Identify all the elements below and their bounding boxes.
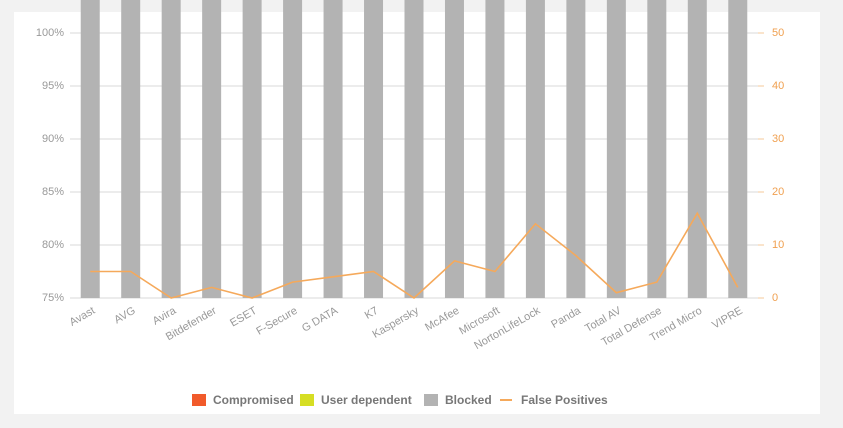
bar-segment [404, 0, 424, 298]
bar-segment [485, 0, 505, 298]
bar-segment [323, 0, 343, 298]
y-tick-label: 90% [42, 133, 64, 145]
bar-segment [647, 0, 667, 298]
bar-segment [728, 0, 748, 298]
y2-tick-label: 10 [772, 239, 784, 251]
bar-segment [283, 0, 303, 298]
y2-tick-label: 20 [772, 186, 784, 198]
legend-label: User dependent [321, 393, 412, 407]
bar-segment [687, 0, 707, 298]
legend-label: Blocked [445, 393, 492, 407]
legend-label: False Positives [521, 393, 608, 407]
bar-segment [566, 0, 586, 298]
bar-segment [202, 0, 222, 298]
legend-swatch [192, 394, 206, 406]
legend-swatch [424, 394, 438, 406]
y-tick-label: 95% [42, 80, 64, 92]
y2-tick-label: 30 [772, 133, 784, 145]
bar-segment [364, 0, 384, 298]
bar-segment [121, 0, 141, 298]
bar-segment [161, 0, 181, 298]
x-tick-label: K7 [363, 305, 381, 322]
y-tick-label: 100% [36, 27, 64, 39]
y2-tick-label: 0 [772, 292, 778, 304]
bar-segment [525, 0, 545, 298]
bar-segment [80, 0, 100, 298]
legend-swatch [300, 394, 314, 406]
legend-label: Compromised [213, 393, 294, 407]
y2-tick-label: 50 [772, 27, 784, 39]
bar-segment [606, 0, 626, 299]
y2-tick-label: 40 [772, 80, 784, 92]
bar-segment [242, 0, 262, 298]
y-tick-label: 80% [42, 239, 64, 251]
y-tick-label: 85% [42, 186, 64, 198]
bar-segment [444, 0, 464, 299]
y-tick-label: 75% [42, 292, 64, 304]
line-series [90, 211, 739, 300]
